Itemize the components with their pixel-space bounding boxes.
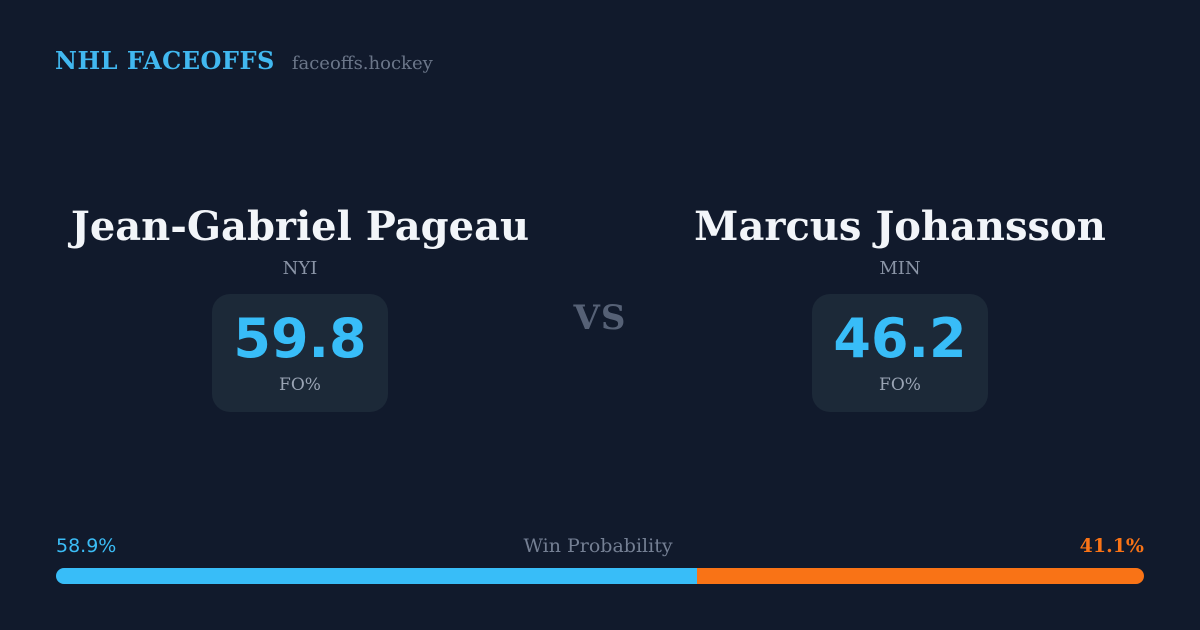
stat-card: 59.8 FO% — [212, 294, 388, 412]
win-probability-bar — [56, 568, 1144, 584]
right-player-probability: 41.1% — [1079, 535, 1144, 557]
stat-label: FO% — [279, 374, 321, 395]
stat-value: 46.2 — [833, 306, 967, 370]
win-probability-segment-right — [696, 568, 1144, 584]
stat-value: 59.8 — [233, 306, 367, 370]
player-card-right: Marcus Johansson MIN 46.2 FO% — [600, 205, 1200, 412]
stat-card: 46.2 FO% — [812, 294, 988, 412]
player-team: NYI — [282, 258, 318, 279]
brand-title: NHL FACEOFFS — [55, 46, 275, 75]
site-url: faceoffs.hockey — [291, 53, 433, 74]
header: NHL FACEOFFS faceoffs.hockey — [55, 46, 433, 75]
stat-label: FO% — [879, 374, 921, 395]
win-probability-labels: 58.9% Win Probability 41.1% — [56, 535, 1144, 557]
player-team: MIN — [879, 258, 921, 279]
left-player-probability: 58.9% — [56, 535, 117, 557]
win-probability-section: 58.9% Win Probability 41.1% — [56, 535, 1144, 584]
player-card-left: Jean-Gabriel Pageau NYI 59.8 FO% — [0, 205, 600, 412]
matchup-section: Jean-Gabriel Pageau NYI 59.8 FO% Marcus … — [0, 205, 1200, 412]
win-probability-title: Win Probability — [523, 535, 673, 557]
player-name: Jean-Gabriel Pageau — [70, 203, 530, 250]
player-name: Marcus Johansson — [694, 203, 1106, 250]
win-probability-segment-left — [56, 568, 697, 584]
